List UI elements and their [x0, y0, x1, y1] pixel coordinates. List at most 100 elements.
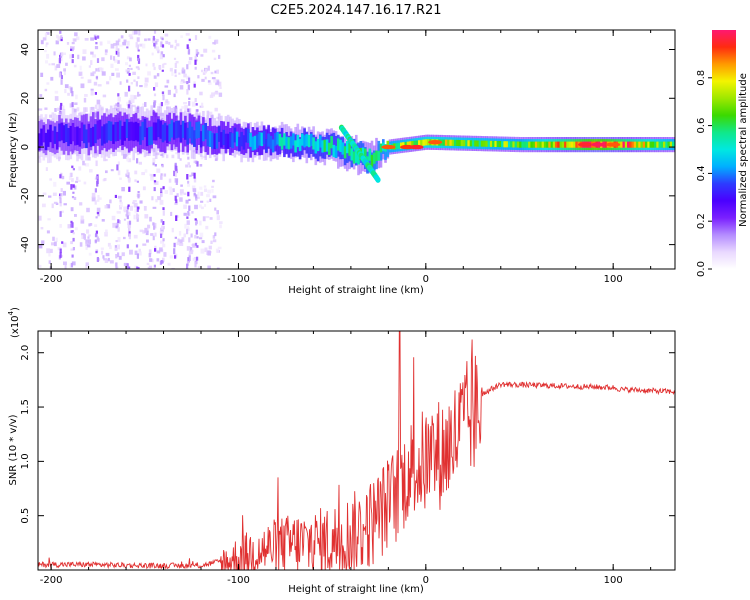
heatmap-cell: [157, 49, 160, 54]
colorbar-tick-label: 0.2: [696, 213, 707, 229]
heatmap-cell: [287, 137, 291, 150]
heatmap-cell: [458, 140, 461, 147]
heatmap-cell: [116, 72, 120, 78]
heatmap-cell: [126, 215, 129, 220]
snr-x-ticks: -200 -100 0 100: [40, 331, 652, 586]
heatmap-cell: [133, 30, 138, 35]
heatmap-cell: [152, 122, 156, 141]
heatmap-cell: [187, 84, 190, 91]
heatmap-cell: [64, 88, 67, 94]
x-tick-label: 0: [423, 274, 429, 285]
heatmap-cell: [72, 184, 75, 188]
heatmap-cell: [85, 242, 89, 247]
heatmap-cell: [105, 170, 108, 174]
heatmap-cell: [45, 167, 48, 171]
heatmap-cell: [216, 267, 220, 269]
heatmap-cell: [138, 94, 141, 97]
heatmap-cell: [575, 141, 578, 148]
heatmap-cell: [127, 158, 132, 163]
heatmap-cell: [74, 227, 78, 231]
heatmap-cell: [173, 248, 176, 255]
heatmap-cell: [207, 250, 211, 256]
heatmap-cell: [244, 128, 248, 143]
heatmap-cell: [186, 174, 189, 180]
heatmap-cell: [188, 97, 191, 100]
heatmap-cell: [152, 162, 155, 166]
heatmap-cell: [145, 83, 148, 86]
heatmap-cell: [622, 141, 626, 148]
heatmap-cell: [128, 228, 131, 231]
heatmap-cell: [114, 247, 118, 251]
heatmap-cell: [39, 94, 43, 97]
heatmap-cell: [217, 246, 222, 250]
heatmap-cell: [199, 131, 203, 148]
heatmap-cell: [95, 176, 98, 179]
heatmap-cell: [214, 232, 217, 237]
heatmap-cell: [186, 89, 189, 95]
heatmap-cell: [199, 220, 202, 226]
heatmap-cell: [110, 55, 113, 60]
heatmap-cell: [539, 141, 542, 148]
heatmap-cell: [207, 65, 210, 71]
heatmap-cell: [56, 34, 59, 39]
heatmap-cell: [274, 133, 277, 146]
heatmap-cell: [193, 172, 196, 179]
heatmap-cell: [38, 133, 41, 151]
heatmap-cell: [58, 195, 61, 199]
x-tick-label: -100: [227, 575, 250, 586]
heatmap-cell: [249, 132, 252, 147]
heatmap-cell: [119, 177, 122, 180]
heatmap-cell: [74, 102, 78, 105]
heatmap-cell: [78, 128, 82, 147]
heatmap-cell: [55, 40, 59, 45]
heatmap-cell: [200, 248, 205, 254]
heatmap-cell: [205, 216, 210, 219]
heatmap-cell: [60, 122, 64, 141]
heatmap-cell: [133, 214, 136, 220]
colorbar-gradient: [712, 30, 736, 269]
heatmap-cell: [631, 141, 635, 148]
heatmap-cell: [174, 62, 177, 68]
heatmap-cell: [149, 258, 153, 262]
heatmap-cell: [447, 139, 450, 146]
heatmap-cell: [125, 62, 128, 66]
heatmap-cell: [112, 124, 115, 144]
heatmap-cell: [253, 135, 257, 150]
heatmap-cell: [61, 52, 64, 57]
heatmap-cell: [174, 195, 177, 201]
heatmap-cell: [406, 141, 410, 148]
heatmap-cell: [168, 123, 171, 142]
heatmap-cell: [174, 162, 177, 166]
heatmap-cell: [204, 76, 207, 80]
heatmap-cell: [528, 141, 531, 148]
heatmap-cell: [312, 137, 315, 150]
heatmap-cell: [73, 196, 77, 200]
heatmap-cell: [197, 75, 200, 79]
heatmap-cell: [95, 68, 98, 72]
heatmap-cell: [201, 78, 205, 82]
heatmap-cell: [375, 150, 378, 161]
heatmap-cell: [147, 38, 151, 41]
heatmap-cell: [139, 85, 143, 88]
heatmap-cell: [193, 83, 196, 88]
heatmap-cell: [164, 100, 169, 106]
heatmap-cell: [53, 201, 58, 204]
heatmap-cell: [153, 66, 156, 71]
heatmap-cell: [379, 143, 383, 153]
heatmap-cell: [89, 127, 93, 147]
heatmap-cell: [90, 72, 95, 77]
heatmap-cell: [190, 249, 194, 255]
y-tick-label: 0.5: [20, 508, 31, 524]
heatmap-cell: [92, 126, 95, 146]
heatmap-cell: [96, 104, 100, 110]
heatmap-hotspot: [381, 144, 396, 150]
heatmap-cell: [195, 49, 199, 54]
heatmap-cell: [160, 219, 163, 223]
heatmap-cell: [134, 170, 138, 175]
heatmap-cell: [480, 140, 484, 147]
heatmap-cell: [126, 156, 129, 162]
heatmap-cell: [128, 178, 131, 183]
heatmap-cell: [183, 204, 187, 209]
heatmap-cell: [67, 128, 70, 147]
heatmap-cell: [71, 123, 75, 142]
